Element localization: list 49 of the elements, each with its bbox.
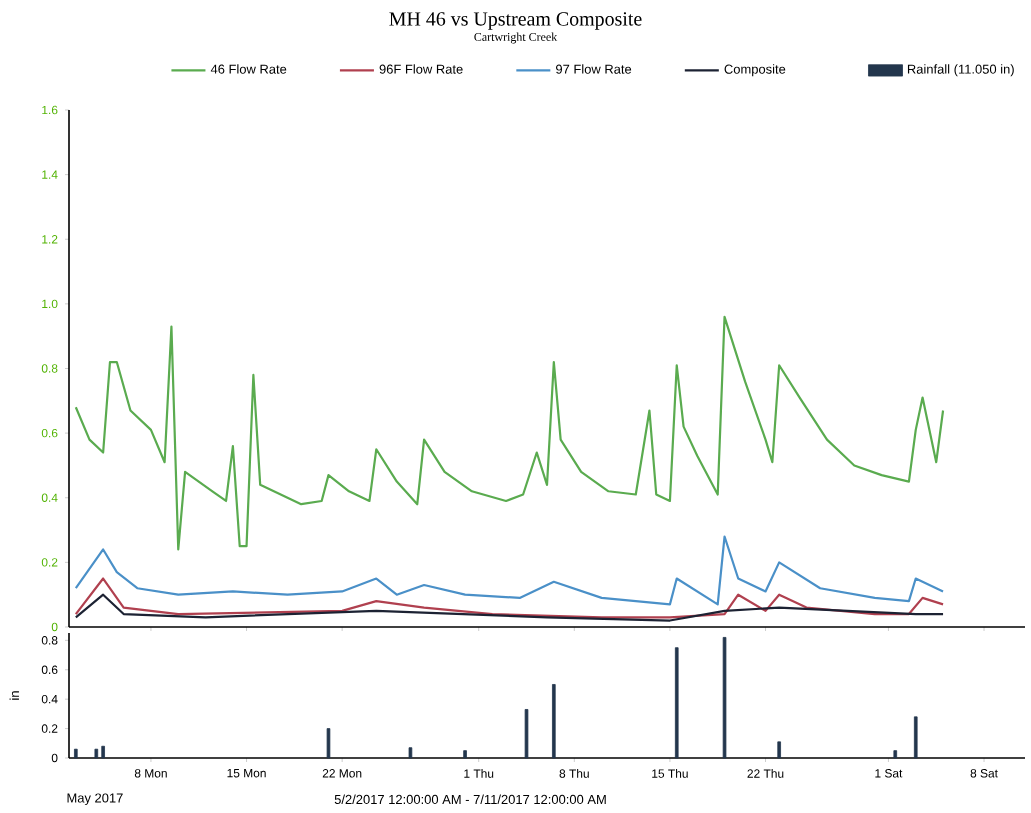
bar [893, 750, 898, 759]
y-tick-label: 0.2 [41, 724, 58, 733]
bar [74, 748, 78, 759]
bar [722, 637, 727, 759]
legend-label: Rainfall (11.050 in) [907, 64, 1014, 77]
bar [326, 728, 331, 759]
y-tick-label: 0 [51, 622, 58, 632]
x-tick-label: 8 Sat [970, 769, 998, 778]
line-series [74, 535, 945, 606]
y-tick-label: 0.8 [41, 636, 58, 645]
bar [674, 647, 679, 759]
y-tick-label: 1.4 [42, 170, 58, 179]
bar [463, 750, 467, 759]
bar [552, 684, 556, 759]
x-tick-label: 15 Mon [227, 769, 266, 778]
y-tick-label: 0.4 [41, 694, 58, 704]
y-tick-label: 0.2 [41, 558, 58, 567]
x-tick-label: 1 Thu [464, 769, 494, 778]
y-tick-label: 0.8 [41, 364, 58, 373]
x-tick-label: 8 Mon [134, 769, 167, 778]
line-series [74, 577, 945, 619]
legend-label: Composite [724, 64, 786, 77]
chart-title: MH 46 vs Upstream Composite [389, 12, 642, 30]
x-tick-label: 8 Thu [559, 769, 589, 778]
text: May 2017 [67, 793, 123, 806]
y-tick-label: 0.4 [41, 493, 58, 502]
bar [94, 748, 99, 759]
bar [524, 709, 529, 759]
legend-label: 46 Flow Rate [210, 64, 287, 74]
bar [777, 741, 781, 759]
legend-label: 97 Flow Rate [556, 64, 632, 74]
bar [408, 747, 413, 759]
y-tick-label: 0.6 [41, 428, 58, 438]
x-tick-label: 15 Thu [652, 769, 688, 778]
x-tick-label: 22 Mon [322, 769, 362, 778]
bar [913, 716, 918, 759]
y-tick-label: 1.2 [42, 235, 58, 244]
chart-subtitle: Cartwright Creek [474, 32, 558, 44]
legend-label: 96F Flow Rate [379, 64, 463, 74]
y-tick-label: 0.6 [41, 665, 58, 674]
text: 5/2/2017 12:00:00 AM - 7/11/2017 12:00:00 AM [334, 794, 606, 805]
x-tick-label: 1 Sat [875, 769, 903, 778]
y-tick-label: 1.0 [42, 299, 58, 309]
y-tick-label: 0 [51, 753, 58, 763]
y-axis-title: in [9, 691, 19, 700]
bar [101, 745, 105, 759]
y-tick-label: 1.6 [42, 105, 58, 115]
x-tick-label: 22 Thu [747, 769, 784, 778]
line-series [74, 593, 945, 622]
